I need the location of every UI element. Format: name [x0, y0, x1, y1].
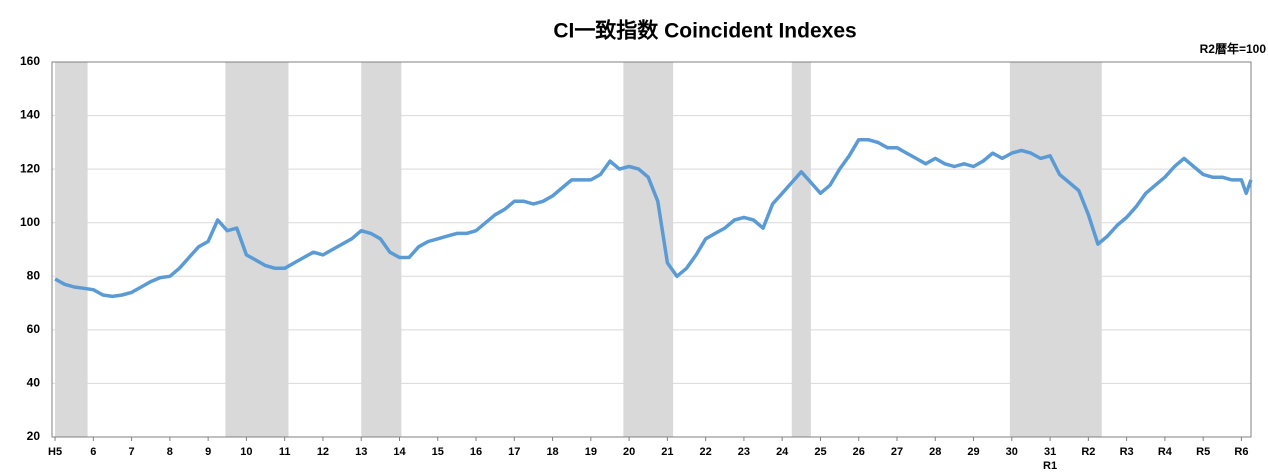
y-tick-label: 160 [20, 54, 40, 68]
x-tick-label: 13 [355, 446, 367, 458]
x-tick-label: 28 [929, 446, 941, 458]
x-tick-label: 25 [814, 446, 826, 458]
x-tick-label: 29 [967, 446, 979, 458]
x-tick-label: R5 [1196, 446, 1210, 458]
x-tick-label: 7 [129, 446, 135, 458]
shaded-period [791, 62, 811, 437]
x-tick-label: 9 [205, 446, 211, 458]
data-line [54, 137, 1253, 299]
y-tick-label: 80 [27, 268, 41, 282]
x-tick-label: 6 [90, 446, 96, 458]
x-tick-label: 21 [661, 446, 673, 458]
x-tick-label: R2 [1081, 446, 1095, 458]
x-tick-label: 31 [1044, 446, 1056, 458]
x-tick-label: R3 [1120, 446, 1134, 458]
y-tick-label: 20 [27, 429, 41, 443]
x-tick-label: 16 [470, 446, 482, 458]
x-tick-label: 24 [776, 446, 789, 458]
x-tick-label: 23 [738, 446, 750, 458]
y-tick-label: 100 [20, 215, 40, 229]
x-tick-label: 20 [623, 446, 635, 458]
x-tick-label: 18 [546, 446, 558, 458]
shaded-period [225, 62, 289, 437]
x-tick-label: 26 [853, 446, 865, 458]
x-annotation: R1 [1043, 460, 1057, 472]
shaded-period [55, 62, 88, 437]
x-tick-label: 22 [700, 446, 712, 458]
x-tick-label: 12 [317, 446, 329, 458]
unit-note: R2暦年=100 [1200, 41, 1267, 56]
x-tick-label: 19 [585, 446, 597, 458]
shaded-period [361, 62, 402, 437]
x-tick-label: 15 [432, 446, 444, 458]
x-tick-label: R4 [1158, 446, 1173, 458]
x-tick-label: R6 [1234, 446, 1248, 458]
y-tick-label: 120 [20, 161, 40, 175]
y-tick-label: 60 [27, 322, 41, 336]
x-tick-label: 11 [279, 446, 291, 458]
x-tick-label: 8 [167, 446, 173, 458]
chart-title: CI一致指数 Coincident Indexes [553, 19, 856, 43]
x-tick-label: 17 [508, 446, 520, 458]
x-tick-label: 14 [393, 446, 406, 458]
x-tick-label: 30 [1006, 446, 1018, 458]
x-tick-label: 27 [891, 446, 903, 458]
shaded-period [1009, 62, 1102, 437]
x-tick-label: H5 [48, 446, 62, 458]
x-tick-label: 10 [240, 446, 252, 458]
y-tick-label: 40 [27, 376, 41, 390]
y-tick-label: 140 [20, 108, 40, 122]
plot-frame [51, 61, 1252, 438]
